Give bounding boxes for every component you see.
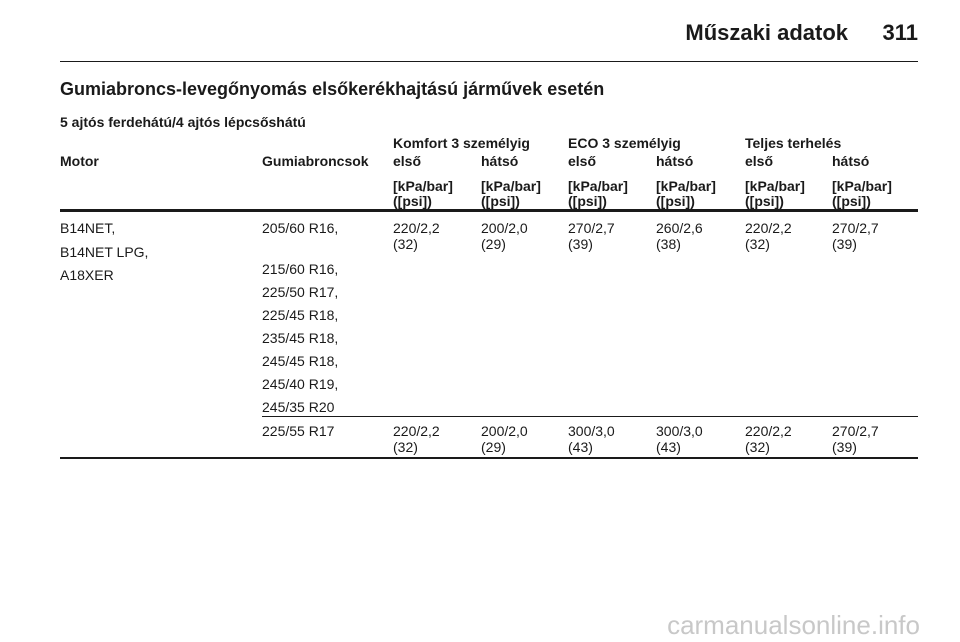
tyre-cell: 245/35 R20 <box>262 399 335 415</box>
tyre-cell: 245/40 R19, <box>262 376 339 392</box>
group-header: Teljes terhelés <box>745 135 842 151</box>
tyre-cell: 235/45 R18, <box>262 330 339 346</box>
header-rule <box>60 61 918 62</box>
pressure-cell: 200/2,0 <box>481 423 528 439</box>
pressure-cell: (29) <box>481 439 506 455</box>
column-header: első <box>745 153 774 169</box>
table-bottom-rule <box>60 457 918 459</box>
pressure-cell: (43) <box>656 439 681 455</box>
pressure-cell: 220/2,2 <box>393 423 440 439</box>
pressure-cell: 270/2,7 <box>568 220 615 236</box>
pressure-cell: (32) <box>393 439 418 455</box>
motor-cell: B14NET LPG, <box>60 243 149 260</box>
tyre-cell: 205/60 R16, <box>262 220 339 236</box>
heading: Gumiabroncs-levegőnyomás elsőkerékhajtás… <box>60 79 605 99</box>
pressure-cell: 300/3,0 <box>568 423 615 439</box>
pressure-cell: 220/2,2 <box>745 423 792 439</box>
motor-cell: A18XER <box>60 267 114 283</box>
column-header: hátsó <box>656 153 694 169</box>
pressure-cell: 270/2,7 <box>832 423 879 439</box>
pressure-cell: (32) <box>393 236 418 252</box>
unit-label: ([psi]) <box>832 193 871 209</box>
pressure-cell: 270/2,7 <box>832 220 879 236</box>
unit-label: [kPa/bar] <box>568 178 628 194</box>
pressure-cell: 200/2,0 <box>481 220 528 236</box>
table-head-rule <box>60 209 918 212</box>
unit-label: ([psi]) <box>568 193 607 209</box>
group-header: ECO 3 személyig <box>568 135 681 151</box>
page-number: 311 <box>882 20 919 45</box>
pressure-cell: (39) <box>832 236 857 252</box>
unit-label: [kPa/bar] <box>656 178 716 194</box>
column-header: első <box>393 153 422 169</box>
tyre-cell: 225/45 R18, <box>262 307 339 323</box>
motor-cell: B14NET, <box>60 220 116 236</box>
pressure-cell: (32) <box>745 439 770 455</box>
group-header: Komfort 3 személyig <box>393 135 530 151</box>
tyre-cell: 225/50 R17, <box>262 284 339 300</box>
pressure-cell: 260/2,6 <box>656 220 703 236</box>
column-header: Motor <box>60 153 99 169</box>
unit-label: ([psi]) <box>393 193 432 209</box>
column-header: hátsó <box>832 153 870 169</box>
tyre-cell: 245/45 R18, <box>262 353 339 369</box>
unit-label: [kPa/bar] <box>393 178 453 194</box>
pressure-cell: 300/3,0 <box>656 423 703 439</box>
pressure-cell: (39) <box>568 236 593 252</box>
tyre-cell: 225/55 R17 <box>262 423 335 439</box>
pressure-cell: 220/2,2 <box>745 220 792 236</box>
pressure-cell: (32) <box>745 236 770 252</box>
unit-label: [kPa/bar] <box>745 178 805 194</box>
column-header: Gumiabroncsok <box>262 153 369 169</box>
pressure-cell: (29) <box>481 236 506 252</box>
unit-label: ([psi]) <box>745 193 784 209</box>
unit-label: ([psi]) <box>481 193 520 209</box>
tyre-cell: 215/60 R16, <box>262 261 339 277</box>
watermark: carmanualsonline.info <box>667 610 920 640</box>
pressure-cell: 220/2,2 <box>393 220 440 236</box>
unit-label: [kPa/bar] <box>832 178 892 194</box>
pressure-cell: (38) <box>656 236 681 252</box>
pressure-cell: (39) <box>832 439 857 455</box>
page-title: Műszaki adatok <box>685 20 848 45</box>
subheading: 5 ajtós ferdehátú/4 ajtós lépcsőshátú <box>60 114 306 130</box>
row-rule <box>262 416 918 417</box>
column-header: első <box>568 153 597 169</box>
pressure-cell: (43) <box>568 439 593 455</box>
column-header: hátsó <box>481 153 519 169</box>
unit-label: ([psi]) <box>656 193 695 209</box>
unit-label: [kPa/bar] <box>481 178 541 194</box>
